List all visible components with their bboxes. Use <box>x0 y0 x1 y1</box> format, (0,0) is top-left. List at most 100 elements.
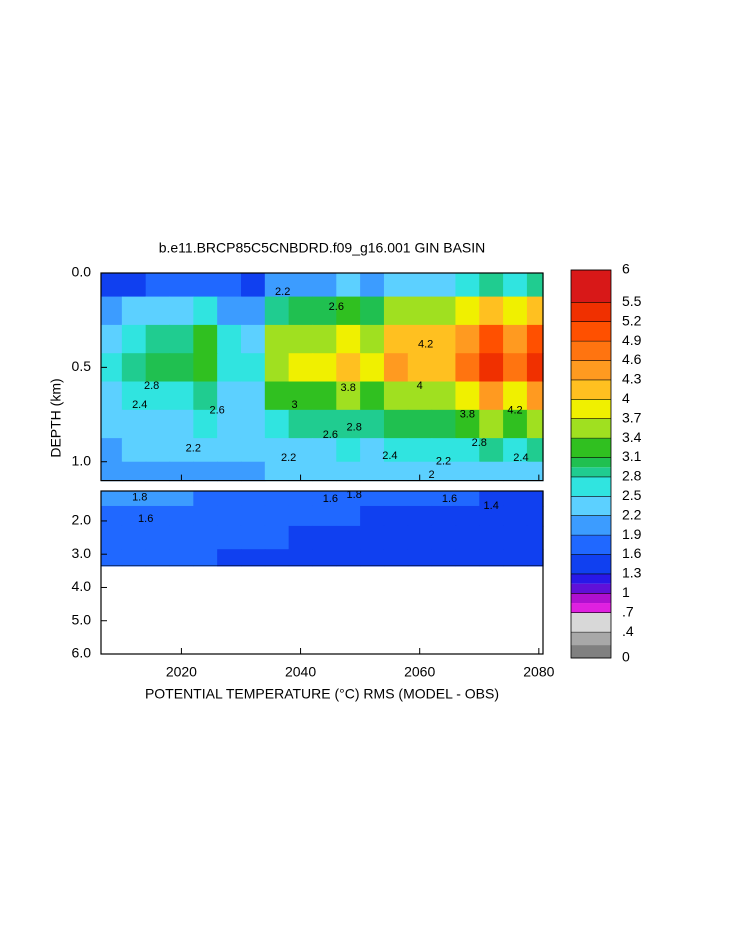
contour-cell <box>455 353 480 383</box>
contour-cell <box>479 381 504 411</box>
colorbar-tick-label: 4.9 <box>622 332 642 348</box>
colorbar-band <box>571 457 611 468</box>
y-tick-label: 1.0 <box>72 452 92 468</box>
contour-cell <box>479 505 504 527</box>
contour-cell <box>217 409 242 439</box>
contour-cell <box>193 273 218 298</box>
colorbar-tick-label: 5.2 <box>622 312 642 328</box>
contour-cell <box>336 409 361 439</box>
contour-label: 2.2 <box>281 452 296 464</box>
contour-cell <box>360 438 385 463</box>
contour-cell <box>479 296 504 326</box>
contour-cell <box>240 525 266 550</box>
colorbar-band <box>571 360 611 380</box>
contour-label: 2.8 <box>347 422 362 434</box>
contour-cell <box>264 525 290 550</box>
colorbar-band <box>571 573 611 584</box>
colorbar-band <box>571 476 611 497</box>
contour-cell <box>288 491 314 507</box>
contour-cell <box>217 491 242 507</box>
contour-cell <box>193 324 218 354</box>
contour-cell <box>312 491 337 507</box>
contour-cell <box>431 353 457 383</box>
contour-cell <box>383 438 409 463</box>
contour-cell <box>526 324 544 354</box>
colorbar-tick-label: 0 <box>622 649 630 665</box>
contour-cell <box>503 505 528 527</box>
contour-cell <box>240 409 266 439</box>
contour-cell <box>479 273 504 298</box>
contour-cell <box>288 461 314 482</box>
contour-cell <box>407 505 433 527</box>
x-tick-label: 2020 <box>166 664 197 680</box>
contour-cell <box>264 409 290 439</box>
contour-cell <box>336 296 361 326</box>
colorbar-tick-label: 5.5 <box>622 293 642 309</box>
contour-cell <box>169 461 194 482</box>
contour-cell <box>145 505 171 527</box>
contour-label: 2.2 <box>436 456 451 468</box>
contour-cell <box>193 525 218 550</box>
contour-cell <box>336 505 361 527</box>
contour-label: 2.4 <box>382 450 397 462</box>
contour-cell <box>312 409 337 439</box>
contour-cell <box>336 353 361 383</box>
contour-label: 2.8 <box>472 437 487 449</box>
contour-cell <box>431 549 457 567</box>
colorbar-band <box>571 438 611 458</box>
contour-cell <box>288 438 314 463</box>
contour-cell <box>383 549 409 567</box>
contour-cell <box>455 324 480 354</box>
contour-cell <box>407 438 433 463</box>
contour-cell <box>336 273 361 298</box>
colorbar-band <box>571 467 611 477</box>
contour-label: 2.2 <box>186 442 201 454</box>
contour-cell <box>121 505 147 527</box>
colorbar-tick-label: 4.6 <box>622 351 642 367</box>
contour-cell <box>526 296 544 326</box>
contour-cell <box>383 273 409 298</box>
contour-cell <box>479 461 504 482</box>
contour-cell <box>121 381 147 411</box>
contour-label: 2.2 <box>275 286 290 298</box>
contour-label: 1.6 <box>138 513 153 525</box>
contour-cell <box>455 461 480 482</box>
contour-cell <box>383 409 409 439</box>
contour-label: 4.2 <box>418 339 433 351</box>
contour-cell <box>383 381 409 411</box>
contour-cell <box>193 296 218 326</box>
contour-cell <box>503 324 528 354</box>
y-tick-label: 0.0 <box>72 264 92 280</box>
contour-cell <box>479 353 504 383</box>
contour-cell <box>264 505 290 527</box>
contour-label: 2.6 <box>323 429 338 441</box>
contour-cell <box>360 273 385 298</box>
contour-cell <box>288 381 314 411</box>
contour-cell <box>288 525 314 550</box>
colorbar-tick-label: 2.2 <box>622 506 642 522</box>
contour-cell <box>360 409 385 439</box>
contour-cell <box>145 381 171 411</box>
colorbar-tick-label: 1.9 <box>622 526 642 542</box>
contour-cell <box>217 505 242 527</box>
contour-cell <box>264 549 290 567</box>
contour-cell <box>217 296 242 326</box>
colorbar-tick-label: 3.4 <box>622 429 642 445</box>
y-tick-label: 4.0 <box>72 578 92 594</box>
contour-cell <box>455 505 480 527</box>
colorbar-band <box>571 645 611 658</box>
contour-cell <box>121 461 147 482</box>
contour-cell <box>264 381 290 411</box>
contour-cell <box>193 491 218 507</box>
contour-cell <box>101 409 123 439</box>
contour-cell <box>526 438 544 463</box>
colorbar-band <box>571 593 611 604</box>
contour-cell <box>455 438 480 463</box>
contour-cell <box>169 505 194 527</box>
colorbar-band <box>571 399 611 419</box>
contour-cell <box>383 296 409 326</box>
contour-cell <box>288 273 314 298</box>
contour-cell <box>431 461 457 482</box>
colorbar-tick-label: 2.5 <box>622 487 642 503</box>
